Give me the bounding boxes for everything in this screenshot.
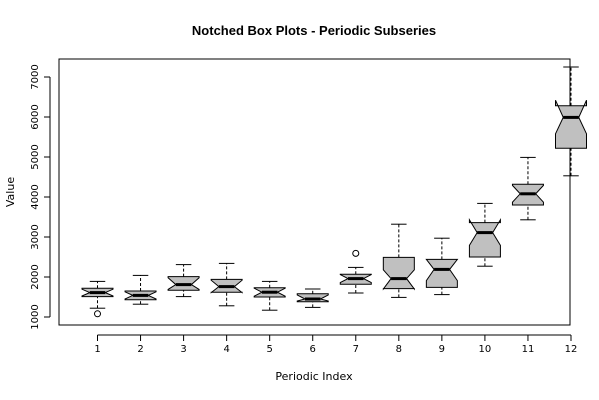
box-series [81,66,587,318]
box-2 [124,274,157,305]
box-7 [339,249,372,294]
box-3 [167,264,200,298]
y-axis-label: Value [4,177,17,207]
x-tick-label: 12 [565,344,578,355]
y-tick-label: 3000 [30,224,41,249]
notched-box [555,99,587,149]
x-tick-label: 3 [180,344,186,355]
y-axis: 1000 2000 3000 4000 5000 6000 7000 [30,64,51,330]
y-tick-label: 1000 [30,304,41,329]
x-tick-label: 7 [353,344,359,355]
y-tick-label: 6000 [30,104,41,129]
x-tick-label: 5 [266,344,272,355]
box-5 [253,280,286,311]
x-tick-label: 2 [137,344,143,355]
box-10 [468,202,501,267]
x-tick-label: 6 [310,344,316,355]
y-tick-label: 2000 [30,264,41,289]
notched-box [425,258,459,288]
outlier-point [352,249,360,257]
x-tick-label: 8 [396,344,402,355]
box-4 [210,262,243,307]
x-tick-label: 1 [94,344,100,355]
plot-frame [58,58,571,326]
y-tick-label: 4000 [30,184,41,209]
box-6 [296,288,329,308]
box-11 [511,156,544,221]
x-axis-label: Periodic Index [275,370,353,383]
notched-box [382,256,415,291]
x-tick-label: 9 [439,344,445,355]
box-1 [81,280,114,318]
x-tick-label: 10 [479,344,492,355]
x-tick-label: 11 [522,344,535,355]
box-12 [555,66,587,177]
box-9 [425,237,459,296]
chart-title: Notched Box Plots - Periodic Subseries [192,23,436,38]
y-tick-label: 7000 [30,64,41,89]
outlier-point [94,310,101,318]
notched-box [468,218,501,258]
y-tick-label: 5000 [30,144,41,169]
x-axis: 1 2 3 4 5 6 7 8 9 10 11 12 [94,334,578,355]
x-tick-label: 4 [223,344,229,355]
box-8 [382,223,415,298]
